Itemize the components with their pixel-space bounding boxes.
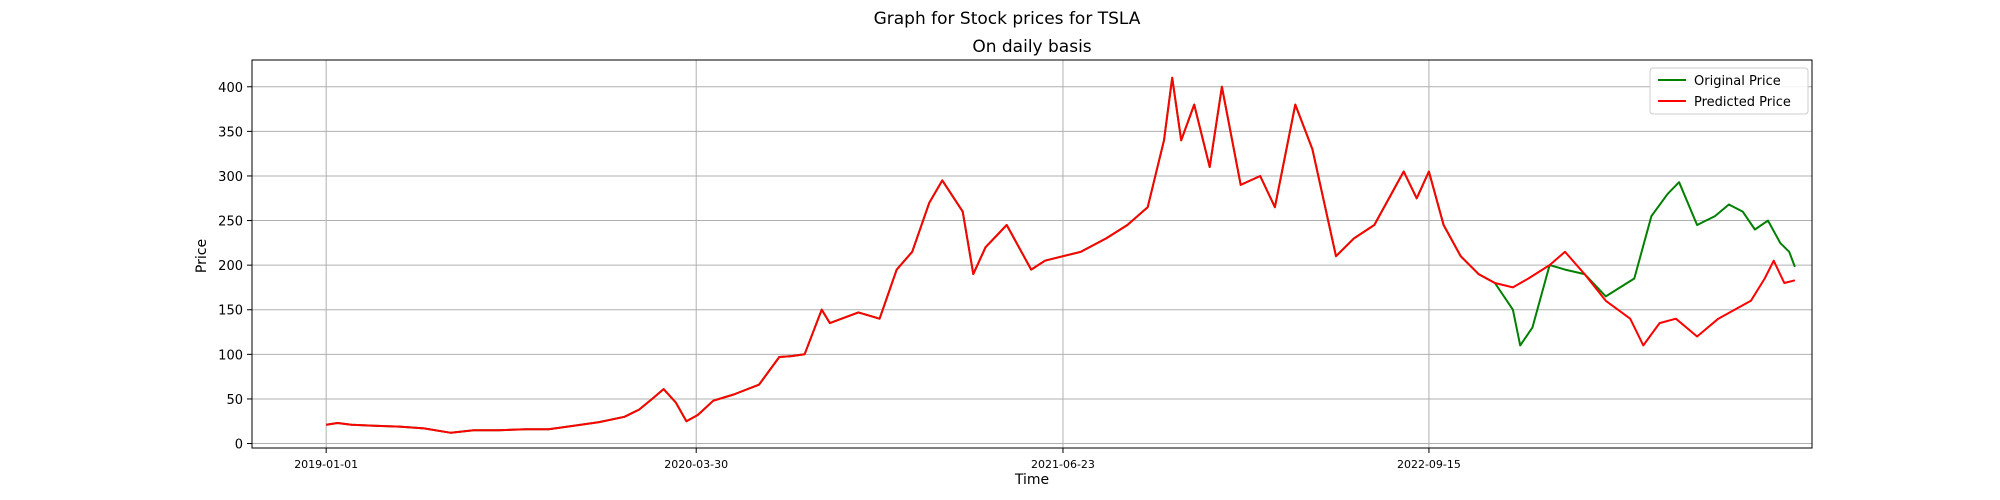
y-tick-label: 400 xyxy=(218,81,243,96)
legend: Original Price Predicted Price xyxy=(1649,67,1809,115)
y-tick-label: 300 xyxy=(218,170,243,185)
y-tick-label: 250 xyxy=(218,215,243,230)
y-tick-label: 200 xyxy=(218,259,243,274)
x-tick-label: 2020-03-30 xyxy=(664,458,728,471)
x-tick-label: 2019-01-01 xyxy=(294,458,358,471)
y-tick-label: 100 xyxy=(218,348,243,363)
y-tick-label: 350 xyxy=(218,125,243,140)
x-tick-label: 2021-06-23 xyxy=(1031,458,1095,471)
legend-box xyxy=(1649,67,1809,115)
y-axis-label: Price xyxy=(194,239,210,273)
plot-frame xyxy=(251,59,1813,449)
y-tick-label: 50 xyxy=(226,393,243,408)
series-layer xyxy=(326,76,1796,434)
series-line-predicted-price xyxy=(326,76,1796,434)
x-axis-label: Time xyxy=(1014,472,1049,488)
chart-title: On daily basis xyxy=(972,37,1091,57)
chart-suptitle: Graph for Stock prices for TSLA xyxy=(874,9,1141,29)
y-tick-label: 0 xyxy=(235,438,243,453)
y-axis-ticks: 0 50 100 150 200 250 300 350 400 xyxy=(218,81,252,453)
legend-entry-predicted: Predicted Price xyxy=(1694,95,1791,110)
grid-lines xyxy=(252,60,1812,448)
x-axis-ticks: 2019-01-01 2020-03-30 2021-06-23 2022-09-15 xyxy=(294,448,1461,471)
legend-entry-original: Original Price xyxy=(1694,74,1781,89)
y-tick-label: 150 xyxy=(218,304,243,319)
x-tick-label: 2022-09-15 xyxy=(1397,458,1461,471)
